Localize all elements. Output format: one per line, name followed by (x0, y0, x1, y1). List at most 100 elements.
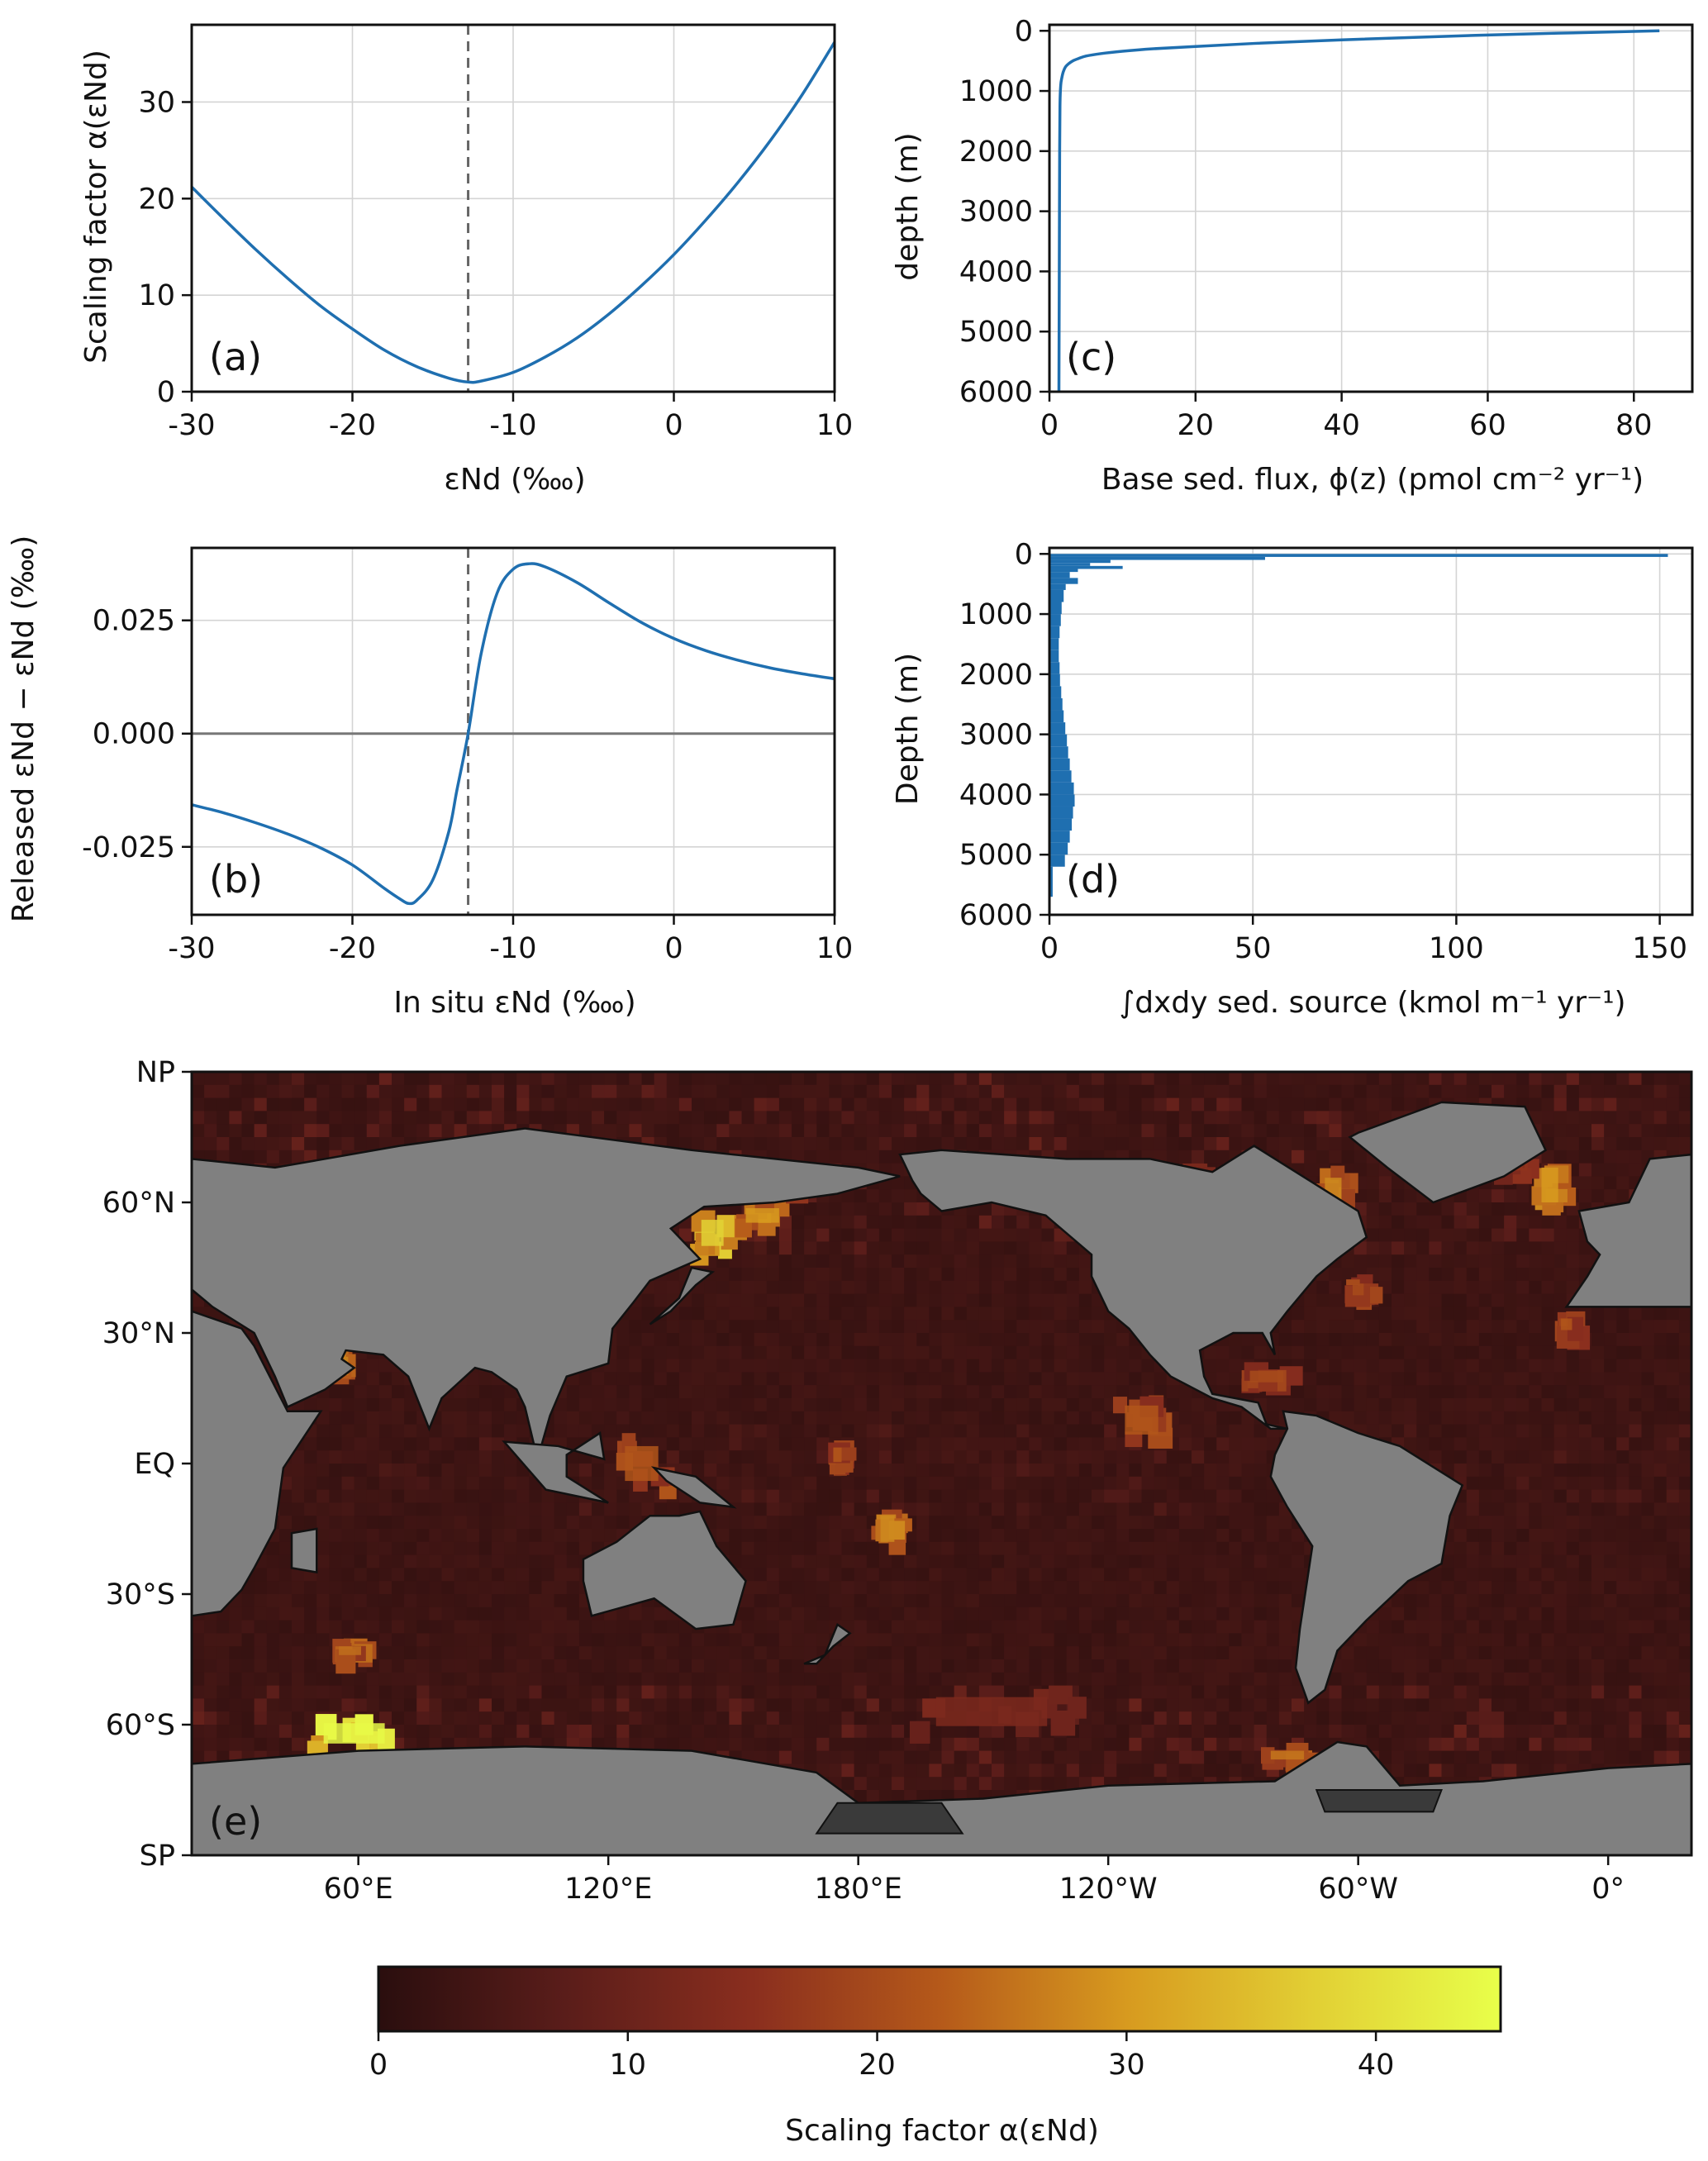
map-cell (378, 1698, 393, 1712)
map-cell (916, 1633, 930, 1647)
map-cell (941, 1777, 955, 1791)
map-cell (1166, 1072, 1180, 1086)
map-cell (741, 1372, 755, 1386)
map-cell (229, 1150, 243, 1164)
map-cell (841, 1084, 855, 1099)
map-cell (866, 1359, 880, 1373)
map-cell (566, 1685, 580, 1699)
map-cell (378, 1711, 393, 1725)
map-cell (954, 1333, 968, 1347)
map-cell (504, 1633, 517, 1647)
map-cell (754, 1750, 768, 1764)
map-cell (354, 1450, 368, 1464)
map-cell (654, 1606, 668, 1621)
map-cell (1041, 1111, 1055, 1125)
panel-b-ytick-label: 0.000 (93, 718, 175, 751)
map-cell (866, 1698, 880, 1712)
map-cell (892, 1450, 905, 1464)
map-cell (366, 1594, 380, 1608)
map-cell (778, 1633, 792, 1647)
map-cell (729, 1111, 743, 1125)
map-cell (192, 1672, 205, 1687)
panel-c-tag: (c) (1066, 335, 1116, 379)
map-cell (1066, 1097, 1080, 1111)
map-cell (666, 1359, 680, 1373)
map-cell (216, 1084, 230, 1099)
map-cell (516, 1541, 530, 1556)
map-cell (329, 1398, 343, 1412)
map-cell (316, 1450, 330, 1464)
map-cell (392, 1698, 405, 1712)
map-cell (678, 1372, 692, 1386)
panel-c-frame (1048, 23, 1694, 393)
map-cell (1116, 1529, 1130, 1543)
map-cell (916, 1489, 930, 1503)
map-cell (1092, 1685, 1105, 1699)
map-cell (754, 1254, 768, 1269)
map-cell (741, 1711, 755, 1725)
map-cell (454, 1411, 468, 1426)
map-cell (766, 1293, 780, 1307)
map-cell (254, 1594, 268, 1608)
map-cell (466, 1084, 480, 1099)
map-cell (854, 1633, 868, 1647)
map-cell (254, 1620, 268, 1634)
map-cell (466, 1398, 480, 1412)
map-cell (241, 1111, 255, 1125)
map-cell (316, 1516, 330, 1530)
map-cell (992, 1280, 1005, 1295)
map-cell (854, 1307, 868, 1321)
map-cell (1029, 1345, 1043, 1360)
map-cell (541, 1072, 555, 1086)
map-cell (1141, 1764, 1155, 1778)
map-cell (654, 1084, 668, 1099)
map-cell (754, 1502, 768, 1516)
map-cell (804, 1124, 817, 1138)
map-cell (866, 1554, 880, 1568)
map-cell (792, 1554, 805, 1568)
map-cell (304, 1084, 317, 1099)
map-cell (716, 1424, 730, 1438)
map-cell (416, 1072, 430, 1086)
map-cell (466, 1685, 480, 1699)
map-cell (841, 1711, 855, 1725)
map-cell (192, 1111, 205, 1125)
map-cell (304, 1594, 317, 1608)
map-cell (229, 1711, 243, 1725)
map-cell (1041, 1777, 1055, 1791)
map-cell (316, 1137, 330, 1151)
map-cell (816, 1606, 830, 1621)
map-cell (1104, 1385, 1117, 1399)
map-cell (304, 1646, 317, 1660)
map-cell (1054, 1411, 1068, 1426)
panel-d-bar (1049, 746, 1068, 759)
map-cell (1141, 1737, 1155, 1752)
map-cell (1154, 1633, 1168, 1647)
map-cell (878, 1790, 892, 1804)
map-cell (729, 1333, 743, 1347)
panel-d-frame (1048, 546, 1694, 916)
map-cell (916, 1072, 930, 1086)
map-cell (792, 1646, 805, 1660)
map-cell (841, 1606, 855, 1621)
map-cell (254, 1072, 268, 1086)
map-cell (592, 1385, 605, 1399)
map-cell (1154, 1568, 1168, 1582)
map-cell (254, 1725, 268, 1739)
map-cell (516, 1554, 530, 1568)
map-cell (892, 1189, 905, 1203)
map-cell (754, 1345, 768, 1360)
map-cell (266, 1698, 280, 1712)
map-cell (916, 1202, 930, 1216)
map-cell (1029, 1529, 1043, 1543)
map-cell (804, 1711, 817, 1725)
map-cell (1104, 1372, 1117, 1386)
map-cell (954, 1725, 968, 1739)
map-cell (841, 1241, 855, 1255)
map-cell (766, 1072, 780, 1086)
map-cell (316, 1097, 330, 1111)
map-cell (629, 1124, 643, 1138)
panel-d-bars (1049, 554, 1668, 897)
map-cell (904, 1450, 917, 1464)
map-cell (754, 1516, 768, 1530)
